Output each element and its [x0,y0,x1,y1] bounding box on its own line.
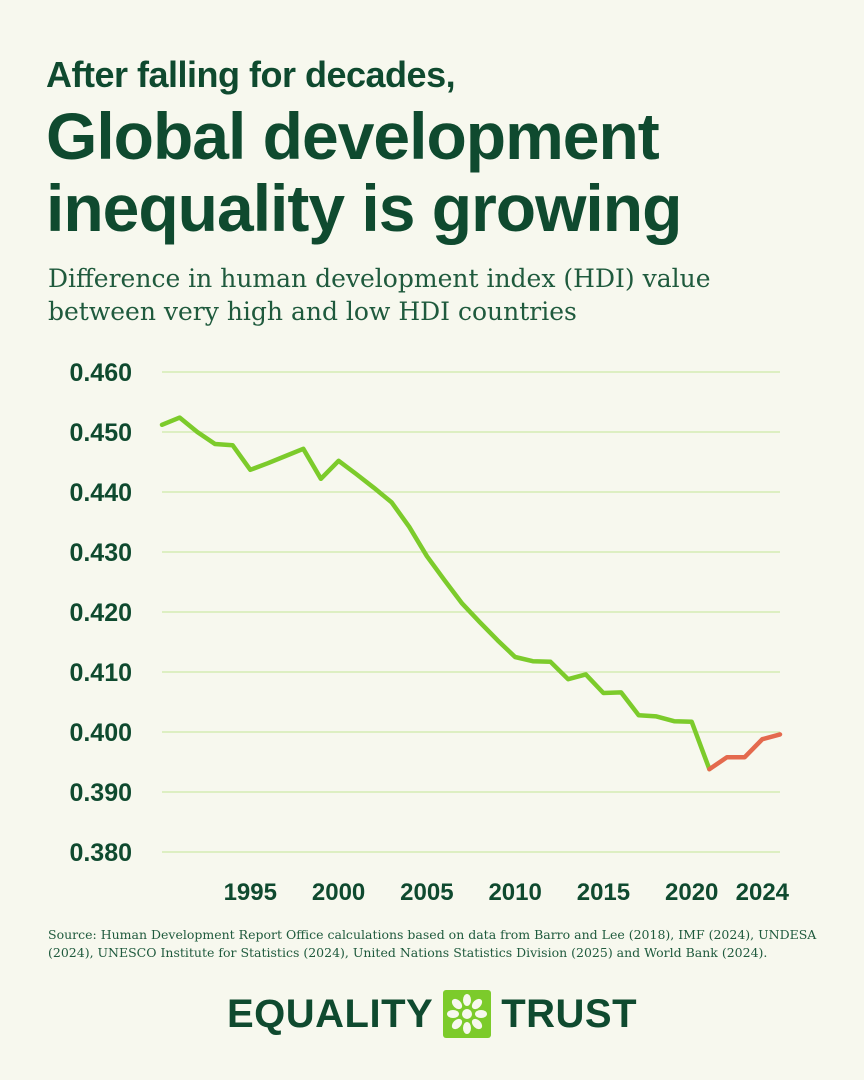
x-tick-label: 2024 [736,879,790,906]
equality-trust-logo: EQUALITY TRUST [0,988,864,1040]
y-axis-ticks: 0.460 0.450 0.440 0.430 0.420 0.410 0.400 0.390… [69,359,132,867]
y-tick-label: 0.460 [69,359,132,387]
x-tick-label: 2005 [400,879,453,906]
kicker-title: After falling for decades, [46,54,456,95]
y-tick-label: 0.400 [69,719,132,747]
asterisk-flower-icon [443,990,492,1038]
subtitle-line-2: between very high and low HDI countries [48,297,577,326]
y-tick-label: 0.420 [69,599,132,627]
y-tick-label: 0.410 [69,659,132,687]
headline: Global development inequality is growing [46,99,682,245]
x-tick-label: 2015 [577,879,630,906]
y-tick-label: 0.380 [69,839,132,867]
chart-subtitle: Difference in human development index (H… [48,262,838,328]
headline-line-1: Global development [46,99,660,173]
logo-word-equality: EQUALITY [226,991,434,1036]
source-note: Source: Human Development Report Office … [48,927,817,960]
y-tick-label: 0.440 [69,479,132,507]
subtitle-line-1: Difference in human development index (H… [48,264,711,293]
series-lines [159,415,783,772]
y-tick-label: 0.390 [69,779,132,807]
series-line-rising [707,732,783,772]
y-tick-label: 0.450 [69,419,132,447]
logo-word-trust: TRUST [501,991,638,1036]
x-axis-ticks: 1995 2000 2005 2010 2015 2020 2024 [224,879,790,906]
x-tick-label: 2020 [665,879,718,906]
headline-line-2: inequality is growing [46,171,682,245]
x-tick-label: 2010 [488,879,541,906]
y-tick-label: 0.430 [69,539,132,567]
hdi-gap-line-chart: 0.460 0.450 0.440 0.430 0.420 0.410 0.400 0.390… [69,359,790,906]
series-line-falling [159,415,712,772]
x-tick-label: 2000 [312,879,365,906]
x-tick-label: 1995 [224,879,277,906]
